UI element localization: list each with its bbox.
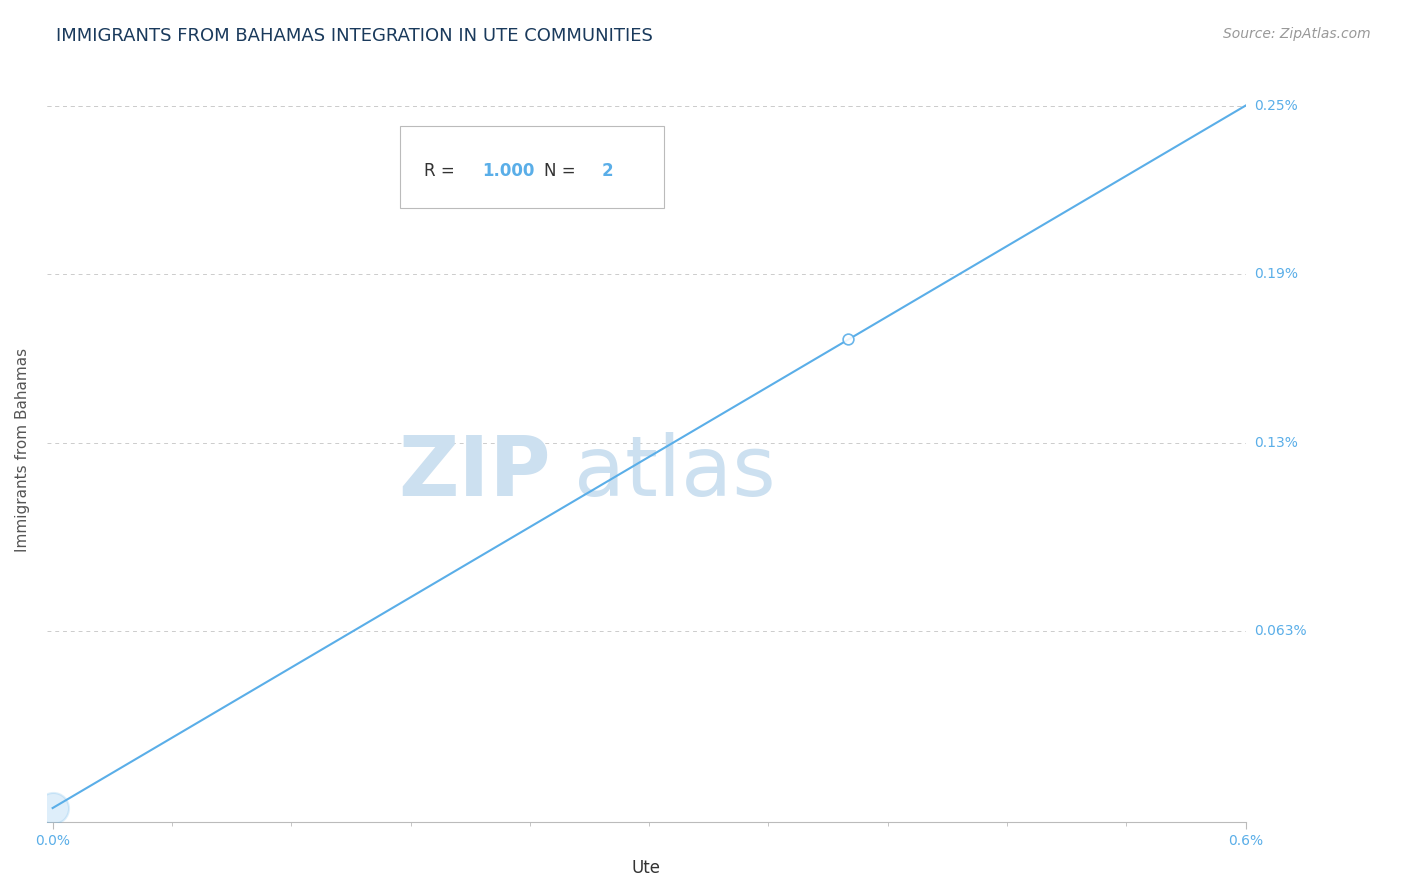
Y-axis label: Immigrants from Bahamas: Immigrants from Bahamas	[15, 348, 30, 552]
Text: R =: R =	[425, 161, 460, 179]
Text: atlas: atlas	[574, 432, 776, 513]
Text: 2: 2	[602, 161, 613, 179]
Point	[837, 332, 859, 346]
Text: N =: N =	[544, 161, 581, 179]
Text: 1.000: 1.000	[482, 161, 534, 179]
Text: 0.25%: 0.25%	[1254, 98, 1298, 112]
Point	[41, 801, 63, 815]
Text: IMMIGRANTS FROM BAHAMAS INTEGRATION IN UTE COMMUNITIES: IMMIGRANTS FROM BAHAMAS INTEGRATION IN U…	[56, 27, 654, 45]
Text: 0.063%: 0.063%	[1254, 624, 1306, 638]
Text: 0.13%: 0.13%	[1254, 435, 1298, 450]
X-axis label: Ute: Ute	[631, 859, 661, 877]
Text: Source: ZipAtlas.com: Source: ZipAtlas.com	[1223, 27, 1371, 41]
Text: ZIP: ZIP	[398, 432, 550, 513]
FancyBboxPatch shape	[401, 126, 664, 208]
Text: 0.19%: 0.19%	[1254, 267, 1298, 281]
